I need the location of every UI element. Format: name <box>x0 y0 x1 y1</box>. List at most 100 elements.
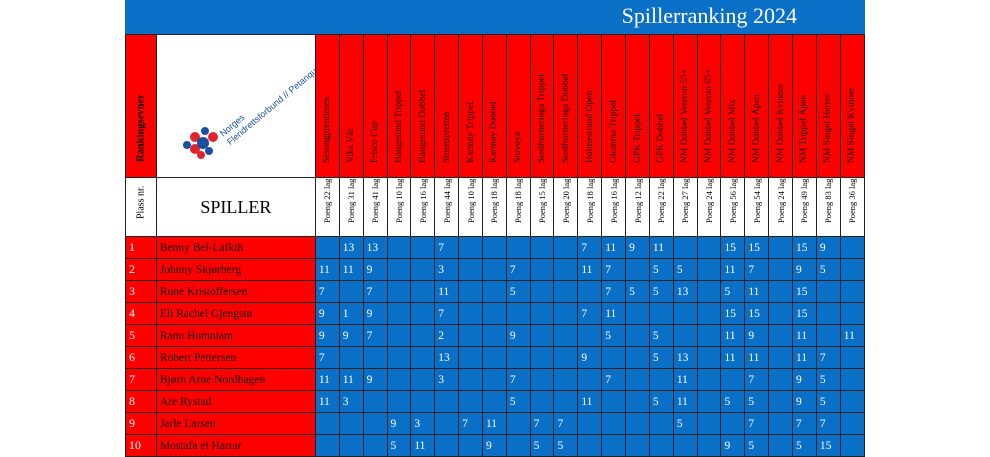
event-name: Glomma Trippel <box>608 99 619 163</box>
score-cell: 11 <box>672 390 698 413</box>
player-name: Rune Kristoffersen <box>155 280 316 303</box>
score-cell <box>768 236 794 259</box>
score-cell <box>601 346 627 369</box>
score-cell <box>458 258 483 281</box>
points-label-14: Poeng 12 lag <box>625 177 650 237</box>
score-cell <box>481 236 507 259</box>
event-header-5: Haugesund Dobbel <box>410 34 436 178</box>
rank-cell: 3 <box>125 280 157 303</box>
event-header-6: Stuenspretten <box>434 34 460 178</box>
score-cell <box>553 302 579 325</box>
event-name: NM Dobbel Veteran 65+ <box>704 68 715 163</box>
score-cell: 11 <box>792 324 817 347</box>
score-cell: 11 <box>434 280 460 303</box>
score-cell: 13 <box>362 236 388 259</box>
points-label: Poeng 24 lag <box>775 178 786 223</box>
score-cell: 5 <box>720 280 746 303</box>
score-cell <box>839 368 866 391</box>
score-cell: 15 <box>792 236 817 259</box>
player-name: Bjørn Arne Nordhagen <box>155 368 316 391</box>
score-cell: 9 <box>314 324 340 347</box>
event-header-8: Karmøy Dobbel <box>481 34 507 178</box>
event-name: Stuvøya <box>513 131 524 163</box>
score-cell <box>839 390 866 413</box>
event-name: Stuenspretten <box>441 111 452 163</box>
points-label-23: Poeng 36 lag <box>839 177 866 237</box>
points-label: Poeng 36 lag <box>847 178 858 223</box>
score-cell <box>696 302 722 325</box>
score-cell <box>529 280 555 303</box>
score-cell <box>434 412 460 435</box>
score-cell: 7 <box>577 236 603 259</box>
points-header-row: Plass nr. SPILLER Poeng 22 lag Poeng 31 lag… <box>125 177 866 237</box>
score-cell: 5 <box>505 280 531 303</box>
score-cell: 11 <box>744 280 770 303</box>
score-cell: 9 <box>577 346 603 369</box>
title-banner: Spillerranking 2024 <box>125 0 865 34</box>
score-cell: 11 <box>314 368 340 391</box>
score-cell <box>481 390 507 413</box>
event-name: Haugesund Trippel <box>393 90 404 163</box>
score-cell: 7 <box>815 412 841 435</box>
score-cell: 3 <box>338 390 364 413</box>
event-header-11: Stedfturneringa Dobbel <box>553 34 579 178</box>
points-label-8: Poeng 18 lag <box>481 177 507 237</box>
player-name: Jarle Larsen <box>155 412 316 435</box>
score-cell: 9 <box>792 258 817 281</box>
score-cell <box>386 324 412 347</box>
score-cell <box>577 324 603 347</box>
score-cell <box>529 236 555 259</box>
points-label: Poeng 10 lag <box>465 178 476 223</box>
points-label: Poeng 18 lag <box>584 178 595 223</box>
event-header-16: NM Dobbel Veteran 55+ <box>672 34 698 178</box>
score-cell: 11 <box>601 302 627 325</box>
score-cell <box>672 236 698 259</box>
score-cell: 9 <box>362 302 388 325</box>
score-cell: 9 <box>792 390 817 413</box>
score-cell <box>481 280 507 303</box>
score-cell <box>696 324 722 347</box>
event-header-row: Rankingsevner Norges Fleridrettsforbund //… <box>125 34 866 178</box>
score-cell: 11 <box>744 346 770 369</box>
score-cell <box>505 346 531 369</box>
player-header: SPILLER <box>155 177 316 237</box>
points-label: Poeng 54 lag <box>751 178 762 223</box>
event-header-1: Sesongpremieren <box>314 34 340 178</box>
score-cell <box>410 390 436 413</box>
score-cell: 7 <box>601 258 627 281</box>
score-cell <box>768 302 794 325</box>
score-cell: 9 <box>386 412 412 435</box>
event-name: Haugesund Dobbel <box>417 89 428 163</box>
score-cell <box>553 324 579 347</box>
points-label-4: Poeng 10 lag <box>386 177 412 237</box>
event-name: NM Trippel Åpen <box>799 94 810 163</box>
rank-cell: 9 <box>125 412 157 435</box>
score-cell <box>696 236 722 259</box>
points-label-19: Poeng 54 lag <box>744 177 770 237</box>
score-cell <box>529 324 555 347</box>
score-cell: 13 <box>672 280 698 303</box>
score-cell: 15 <box>720 302 746 325</box>
score-cell: 11 <box>338 368 364 391</box>
score-cell: 7 <box>314 280 340 303</box>
points-label-7: Poeng 10 lag <box>458 177 483 237</box>
page-title: Spillerranking 2024 <box>621 3 797 28</box>
score-cell <box>768 258 794 281</box>
score-cell <box>768 390 794 413</box>
score-cell: 5 <box>815 258 841 281</box>
score-cell <box>481 302 507 325</box>
score-cell <box>458 346 483 369</box>
event-name: NM Singel Herrer <box>823 93 834 163</box>
score-cell: 15 <box>744 236 770 259</box>
table-row: 9 Jarle Larsen 9 3 7 11 7 7 5 7 7 7 <box>125 412 866 435</box>
place-header: Plass nr. <box>125 177 157 237</box>
score-cell: 9 <box>362 368 388 391</box>
event-header-21: NM Trippel Åpen <box>792 34 817 178</box>
score-cell: 15 <box>792 302 817 325</box>
points-label-11: Poeng 20 lag <box>553 177 579 237</box>
score-cell: 5 <box>648 390 674 413</box>
score-cell: 5 <box>744 390 770 413</box>
score-cell: 11 <box>839 324 866 347</box>
score-cell: 5 <box>648 280 674 303</box>
event-name: Frisco Cup <box>370 121 381 163</box>
